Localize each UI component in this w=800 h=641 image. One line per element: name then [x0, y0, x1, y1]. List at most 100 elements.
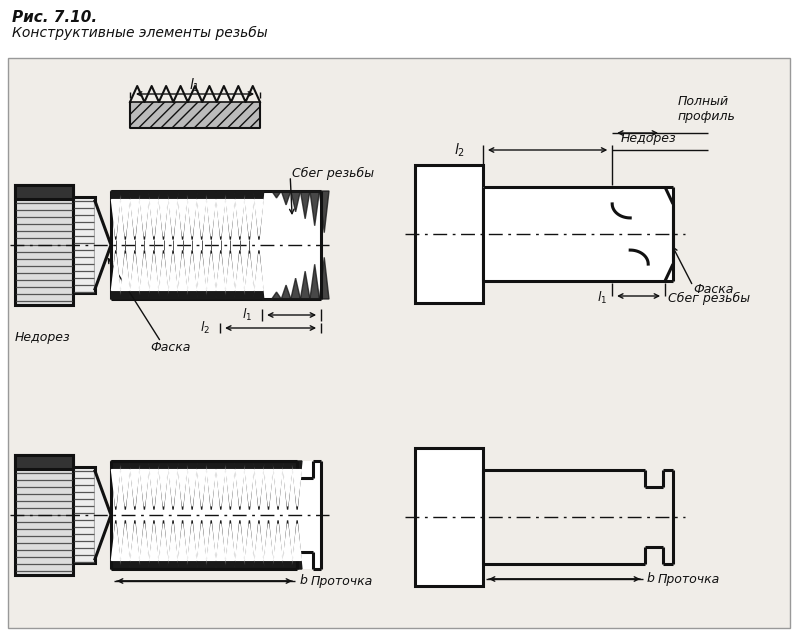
- Polygon shape: [121, 191, 130, 240]
- Polygon shape: [111, 191, 121, 240]
- Polygon shape: [130, 461, 140, 510]
- Polygon shape: [254, 191, 264, 240]
- Polygon shape: [226, 199, 234, 237]
- Polygon shape: [206, 461, 216, 510]
- Polygon shape: [150, 524, 158, 560]
- Text: Конструктивные элементы резьбы: Конструктивные элементы резьбы: [12, 26, 268, 40]
- Polygon shape: [178, 251, 187, 299]
- Polygon shape: [178, 520, 187, 569]
- Polygon shape: [121, 524, 130, 560]
- Polygon shape: [217, 470, 225, 506]
- Polygon shape: [245, 251, 254, 299]
- Polygon shape: [198, 470, 206, 506]
- Bar: [130, 102, 260, 128]
- Polygon shape: [254, 520, 264, 569]
- Bar: [111, 461, 321, 569]
- Polygon shape: [274, 520, 283, 569]
- Polygon shape: [159, 524, 168, 560]
- Polygon shape: [168, 191, 178, 240]
- Polygon shape: [235, 520, 245, 569]
- Polygon shape: [149, 251, 158, 299]
- Text: Недорез: Недорез: [15, 331, 70, 344]
- Text: b: b: [300, 574, 308, 588]
- Polygon shape: [149, 461, 158, 510]
- Polygon shape: [245, 191, 254, 240]
- Polygon shape: [216, 251, 226, 299]
- Polygon shape: [150, 254, 158, 290]
- Polygon shape: [226, 470, 234, 506]
- Polygon shape: [272, 292, 282, 299]
- Polygon shape: [178, 470, 187, 506]
- Polygon shape: [283, 524, 292, 560]
- Text: Недорез: Недорез: [620, 132, 676, 145]
- Polygon shape: [111, 520, 121, 569]
- Text: $l_1$: $l_1$: [242, 307, 252, 323]
- Polygon shape: [207, 199, 215, 237]
- Polygon shape: [150, 470, 158, 506]
- Polygon shape: [235, 199, 244, 237]
- Bar: [73, 467, 95, 563]
- Bar: [15, 455, 73, 469]
- Polygon shape: [206, 520, 216, 569]
- Polygon shape: [130, 191, 140, 240]
- Polygon shape: [254, 461, 264, 510]
- Polygon shape: [168, 520, 178, 569]
- Text: Сбег резьбы: Сбег резьбы: [292, 167, 374, 179]
- Polygon shape: [168, 461, 178, 510]
- Polygon shape: [216, 520, 226, 569]
- Polygon shape: [178, 191, 187, 240]
- Polygon shape: [130, 524, 139, 560]
- Polygon shape: [188, 254, 197, 290]
- Polygon shape: [293, 524, 302, 560]
- Polygon shape: [319, 257, 329, 299]
- Polygon shape: [169, 199, 178, 237]
- Polygon shape: [292, 461, 302, 510]
- Polygon shape: [188, 199, 197, 237]
- Polygon shape: [178, 524, 187, 560]
- Polygon shape: [121, 520, 130, 569]
- Polygon shape: [245, 461, 254, 510]
- Text: Фаска: Фаска: [693, 283, 734, 296]
- Polygon shape: [216, 461, 226, 510]
- Polygon shape: [235, 461, 245, 510]
- Polygon shape: [254, 524, 263, 560]
- Polygon shape: [300, 191, 310, 219]
- Polygon shape: [140, 520, 149, 569]
- Bar: [415, 448, 483, 586]
- Polygon shape: [254, 251, 264, 299]
- Text: Проточка: Проточка: [658, 572, 720, 585]
- Polygon shape: [140, 524, 149, 560]
- Polygon shape: [235, 470, 244, 506]
- Polygon shape: [140, 251, 149, 299]
- Polygon shape: [121, 199, 130, 237]
- Polygon shape: [178, 199, 187, 237]
- Polygon shape: [291, 278, 300, 299]
- Polygon shape: [310, 191, 319, 226]
- Polygon shape: [319, 191, 329, 233]
- Polygon shape: [121, 461, 130, 510]
- Bar: [15, 455, 73, 575]
- Polygon shape: [235, 254, 244, 290]
- Polygon shape: [226, 191, 235, 240]
- Polygon shape: [282, 191, 291, 205]
- Polygon shape: [216, 191, 226, 240]
- Polygon shape: [217, 254, 225, 290]
- Polygon shape: [111, 470, 120, 506]
- Bar: [15, 185, 73, 305]
- Polygon shape: [130, 254, 139, 290]
- Polygon shape: [283, 461, 292, 510]
- Polygon shape: [293, 470, 302, 506]
- Polygon shape: [111, 251, 121, 299]
- Bar: [415, 165, 483, 303]
- Polygon shape: [178, 254, 187, 290]
- Polygon shape: [188, 524, 197, 560]
- Polygon shape: [159, 254, 168, 290]
- Polygon shape: [111, 254, 120, 290]
- Polygon shape: [158, 520, 168, 569]
- Polygon shape: [197, 251, 206, 299]
- Polygon shape: [226, 254, 234, 290]
- Polygon shape: [187, 520, 197, 569]
- Polygon shape: [291, 191, 300, 212]
- Polygon shape: [197, 520, 206, 569]
- Bar: [483, 187, 673, 281]
